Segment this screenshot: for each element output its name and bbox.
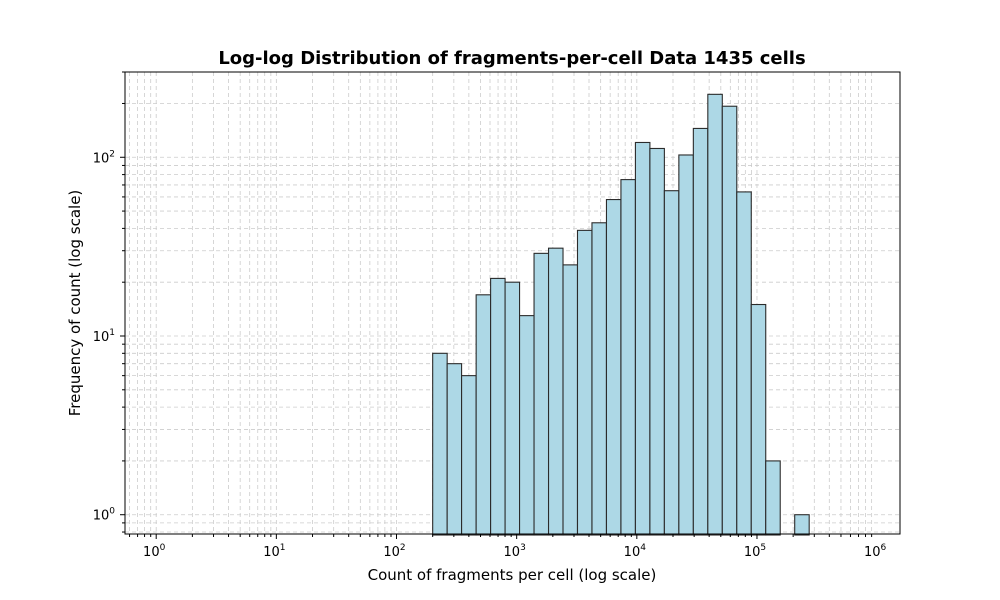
x-axis-label: Count of fragments per cell (log scale) (368, 566, 657, 584)
histogram-bars (432, 93, 810, 536)
histogram-bar (432, 352, 448, 536)
histogram-bar (707, 93, 723, 536)
histogram-bar (794, 514, 810, 536)
histogram-bar (490, 277, 506, 536)
histogram-bar (591, 222, 608, 536)
y-tick-label: 100 (93, 507, 116, 524)
x-tick-label: 101 (263, 543, 285, 560)
histogram-bar (736, 191, 752, 536)
x-tick-label: 102 (383, 543, 405, 560)
x-tick-label: 100 (143, 543, 166, 560)
chart-title: Log-log Distribution of fragments-per-ce… (218, 48, 805, 69)
axis-ticks: 100 101 102 103 104 105 106 100 101 102 (93, 71, 887, 560)
y-tick-label: 101 (93, 328, 115, 345)
histogram-bar (750, 303, 767, 536)
y-axis-label: Frequency of count (log scale) (66, 190, 84, 417)
x-tick-label: 105 (744, 543, 766, 560)
plot-frame (124, 71, 901, 535)
histogram-bar (547, 247, 564, 536)
histogram-bar (678, 154, 694, 536)
histogram-bar (620, 179, 636, 536)
histogram-bar (605, 199, 622, 536)
histogram-bar (475, 294, 492, 536)
histogram-bar (765, 460, 781, 536)
histogram-bar (721, 105, 738, 536)
histogram-bar (461, 375, 477, 536)
histogram-bar (504, 281, 521, 536)
histogram-bar (562, 264, 579, 536)
histogram-bar (692, 127, 709, 536)
histogram-bar (576, 229, 593, 536)
histogram-bar (649, 147, 665, 536)
histogram-bar (533, 252, 550, 536)
histogram-bar (519, 315, 535, 536)
x-tick-label: 104 (624, 543, 647, 560)
histogram-bar (663, 190, 680, 536)
y-tick-label: 102 (93, 149, 115, 166)
histogram-bar (446, 363, 463, 536)
histogram-bar (634, 141, 651, 536)
x-tick-label: 106 (864, 543, 887, 560)
x-tick-label: 103 (504, 543, 526, 560)
